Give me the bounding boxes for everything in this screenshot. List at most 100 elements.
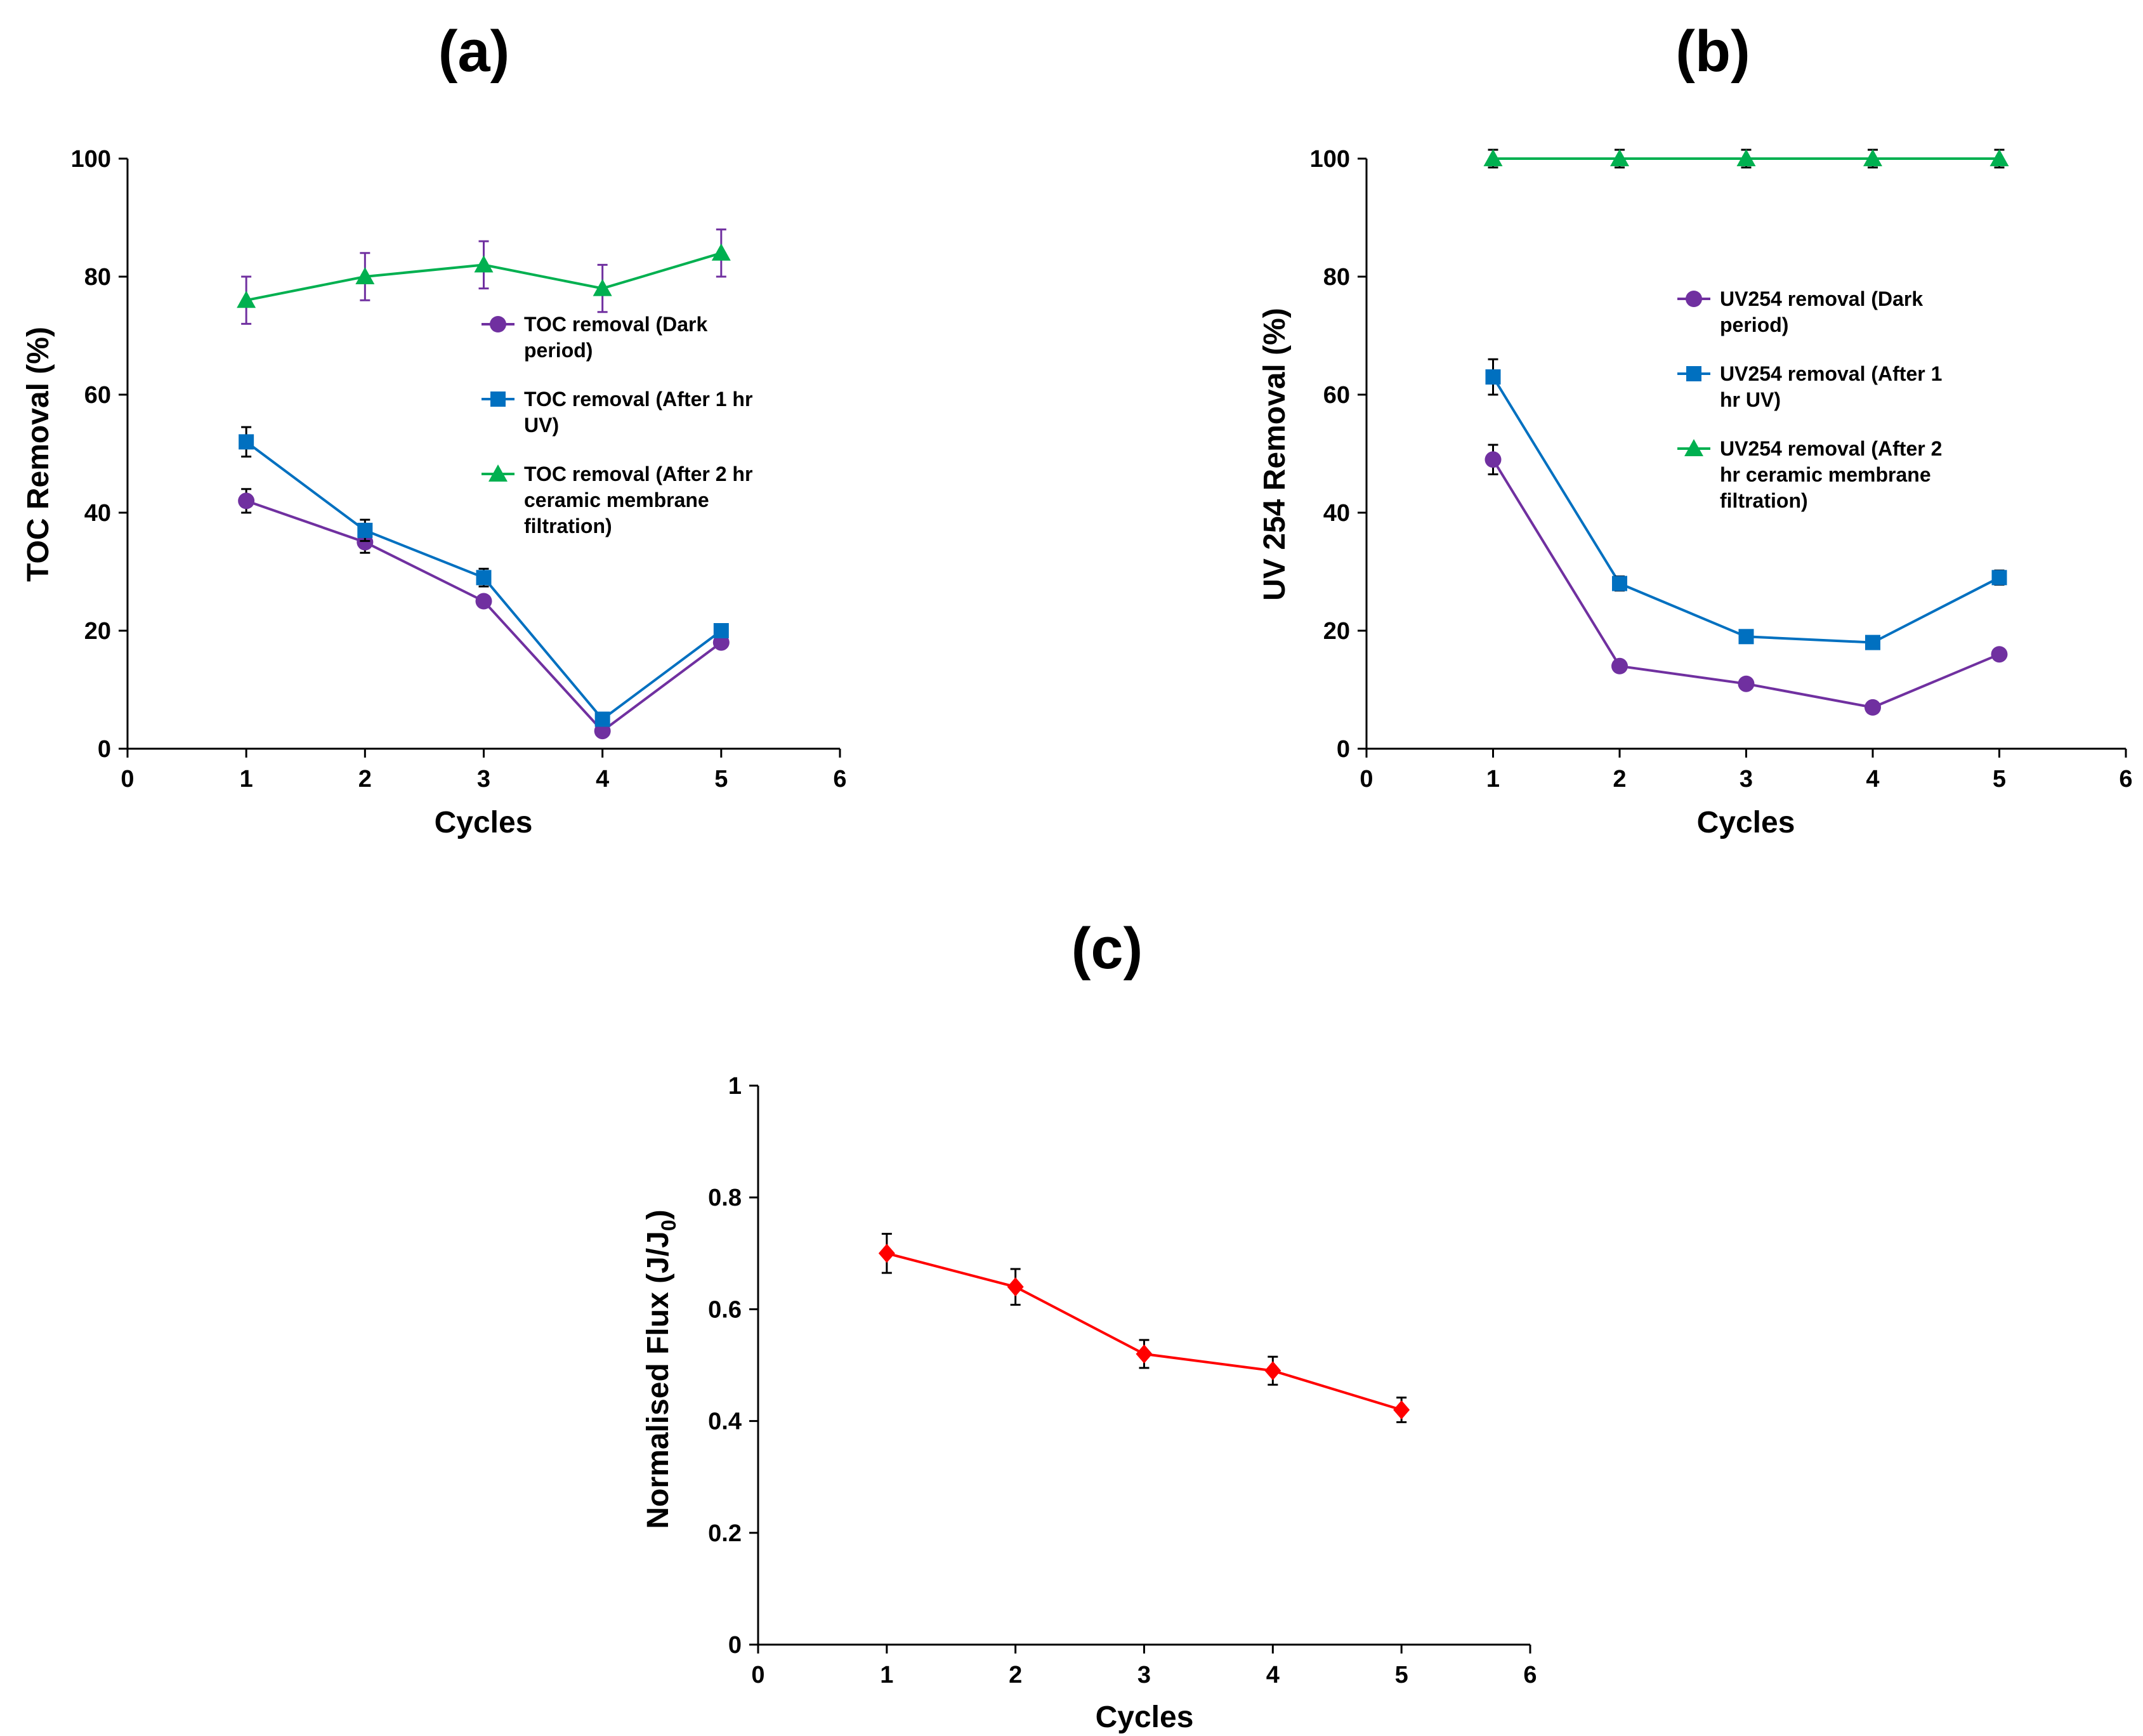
x-axis-title: Cycles [1697,806,1795,839]
legend-label: TOC removal (After 1 hr [524,388,752,411]
panel-label: (a) [438,19,509,84]
data-point [594,711,610,727]
x-tick-label: 6 [2119,766,2132,792]
legend-label: ceramic membrane [524,489,709,511]
data-point [1991,646,2008,663]
y-axis-title-text: Normalised Flux (J/J [641,1231,675,1529]
y-tick-label: 60 [1323,382,1350,409]
legend-label: hr UV) [1720,388,1781,411]
y-tick-label: 20 [84,618,111,645]
data-point [1738,629,1754,645]
legend-label: UV254 removal (Dark [1720,287,1923,310]
data-point [1484,451,1502,468]
legend-label: UV) [524,414,559,437]
legend-label: filtration) [1720,489,1808,512]
x-tick-label: 2 [1009,1662,1022,1688]
legend-label: TOC removal (After 2 hr [524,463,752,485]
x-tick-label: 5 [1395,1662,1408,1688]
series-2 [1485,358,2007,650]
data-point [1612,575,1627,591]
panel-label: (c) [1072,916,1143,981]
data-point [1136,1344,1153,1364]
series-1 [1484,444,2008,716]
legend-label: period) [524,339,593,362]
y-tick-label: 0 [728,1632,742,1659]
legend-item: TOC removal (After 2 hr ceramic membrane f… [482,463,752,537]
y-tick-label: 40 [1323,500,1350,527]
panel-label: (b) [1675,19,1750,84]
y-axis-title: Normalised Flux (J/J0) [641,1209,680,1529]
x-tick-label: 3 [1137,1662,1151,1688]
y-tick-label: 60 [84,382,111,409]
y-tick-label: 0.2 [708,1520,742,1547]
x-tick-label: 1 [240,766,253,792]
data-point [594,723,611,740]
data-point [1865,635,1880,650]
legend: TOC removal (Dark period) TOC removal (Aft… [482,313,752,537]
x-tick-label: 2 [358,766,372,792]
x-tick-label: 0 [1360,766,1373,792]
x-tick-label: 6 [833,766,846,792]
legend-item: UV254 removal (Dark period) [1677,287,1923,336]
series-2 [239,426,729,727]
legend-item: UV254 removal (After 1 hr UV) [1677,362,1942,411]
x-tick-label: 5 [714,766,728,792]
legend-label: UV254 removal (After 1 [1720,362,1942,385]
y-tick-label: 80 [84,264,111,291]
data-point [1610,149,1629,166]
y-tick-label: 0.4 [708,1409,742,1435]
data-point [238,492,255,510]
legend-item: TOC removal (Dark period) [482,313,708,362]
data-point [355,267,375,284]
data-point [711,243,731,261]
legend-swatch-marker [1686,366,1701,381]
x-tick-label: 3 [1740,766,1753,792]
legend-label: hr ceramic membrane [1720,463,1931,486]
panel-c: (c) 0 1 2 3 4 5 6 0 0.2 0.4 0.6 0.8 1 Cycles Normalised… [641,916,1537,1734]
x-tick-label: 2 [1613,766,1626,792]
x-tick-label: 0 [751,1662,764,1688]
series-1 [878,1232,1410,1423]
y-axis-title-text: TOC Removal (%) [22,327,55,582]
data-point [357,534,374,551]
data-point [357,522,373,538]
x-tick-label: 3 [477,766,490,792]
x-tick-label: 1 [880,1662,893,1688]
x-tick-label: 4 [1266,1662,1280,1688]
data-point [713,623,729,638]
data-point [1264,1361,1281,1381]
data-point [1007,1277,1024,1297]
data-point [1736,149,1756,166]
data-point [1738,675,1755,692]
data-point [237,291,256,308]
x-tick-label: 4 [596,766,609,792]
legend-swatch-marker [488,464,508,482]
legend-item: UV254 removal (After 2 hr ceramic membran… [1677,437,1942,512]
legend-label: UV254 removal (After 2 [1720,437,1942,460]
y-axis-title-subscript: 0 [657,1220,680,1231]
legend-swatch-marker [490,391,506,407]
x-axis-title: Cycles [1096,1700,1194,1734]
data-point [1483,149,1503,166]
series-3 [1483,148,2009,169]
legend-item: TOC removal (After 1 hr UV) [482,388,752,437]
data-point [712,634,730,651]
y-tick-label: 0 [1337,736,1350,763]
x-axis-title: Cycles [435,806,533,839]
y-tick-label: 100 [1310,146,1350,173]
data-point [1991,570,2007,586]
y-tick-label: 20 [1323,618,1350,645]
data-point [878,1244,895,1263]
y-axis-title-suffix: ) [641,1209,675,1220]
data-point [1864,699,1881,716]
data-point [474,255,494,273]
data-point [475,593,492,610]
data-point [1485,369,1501,385]
data-point [476,570,492,586]
legend-label: TOC removal (Dark [524,313,708,336]
y-tick-label: 0.8 [708,1185,742,1211]
